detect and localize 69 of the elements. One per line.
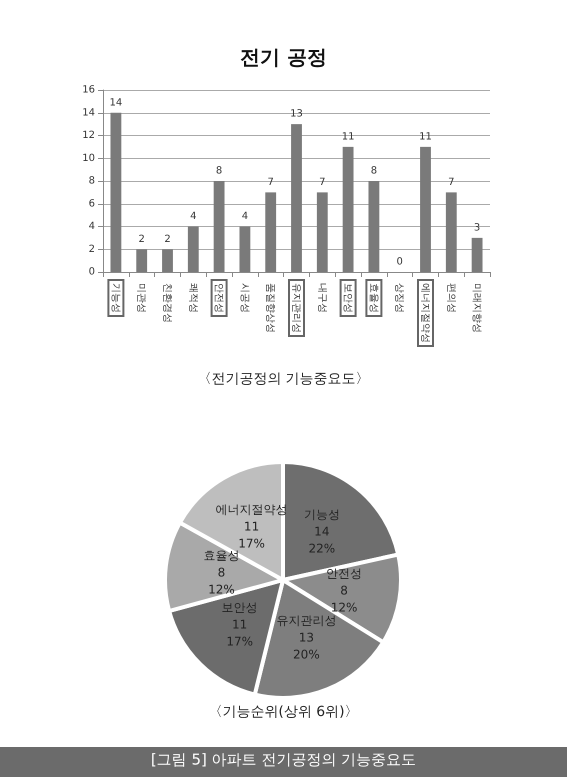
x-tick-label: 시공성 <box>238 283 250 313</box>
y-tick-label: 0 <box>88 266 95 278</box>
x-tick-label: 미래지향성 <box>471 283 482 333</box>
data-label: 7 <box>319 176 326 188</box>
bar <box>188 226 199 272</box>
chart-title: 전기 공정 <box>240 45 327 69</box>
text: [그림 5] 아파트 전기공정의 기능중요도 <box>150 750 416 768</box>
data-label: 14 22% <box>308 524 336 556</box>
text: 〈기능순위(상위 6위)〉 <box>208 704 359 720</box>
slice-label: 효율성 <box>203 548 240 563</box>
data-label: 2 <box>164 234 171 245</box>
bar <box>472 238 483 272</box>
data-label: 7 <box>448 176 454 188</box>
x-tick-label: 편의성 <box>445 283 456 313</box>
x-tick-label: 유지관리성 <box>290 283 302 333</box>
x-tick-label: 기능성 <box>110 283 121 313</box>
bar <box>265 192 276 272</box>
data-label: 11 17% <box>226 617 254 648</box>
y-tick-label: 12 <box>82 130 95 141</box>
data-label: 14 <box>110 97 122 108</box>
y-tick-label: 6 <box>88 198 95 210</box>
x-tick-label: 에너지절약성 <box>420 283 430 343</box>
data-label: 13 <box>290 108 303 120</box>
bar <box>110 112 122 272</box>
data-label: 11 17% <box>238 520 265 551</box>
x-tick-label: 상징성 <box>394 283 405 313</box>
y-tick-label: 2 <box>88 244 95 255</box>
y-tick-label: 16 <box>82 84 95 96</box>
x-tick-label: 품질향상성 <box>264 283 276 333</box>
x-tick-label: 미관성 <box>136 283 147 313</box>
data-label: 7 <box>268 176 274 188</box>
bar <box>291 124 302 272</box>
slice-label: 기능성 <box>304 508 340 522</box>
data-label: 0 <box>396 256 403 268</box>
bar <box>316 192 328 272</box>
data-label: 11 <box>342 131 354 142</box>
slice-label: 보안성 <box>222 600 258 614</box>
x-tick-label: 보안성 <box>342 283 354 313</box>
y-tick-label: 14 <box>82 107 95 118</box>
bar <box>368 181 380 272</box>
x-tick-label: 친환경성 <box>162 283 172 323</box>
bar <box>239 226 250 272</box>
data-label: 8 12% <box>208 566 235 597</box>
bar <box>342 146 354 272</box>
bar <box>162 249 173 272</box>
x-tick-label: 내구성 <box>316 283 328 313</box>
data-label: 8 12% <box>330 583 358 614</box>
y-tick-label: 8 <box>88 176 95 186</box>
text: 〈전기공정의 기능중요도〉 <box>197 371 370 387</box>
x-tick-label: 쾌적성 <box>187 283 198 313</box>
data-label: 2 <box>138 234 145 245</box>
y-tick-label: 10 <box>82 152 95 164</box>
data-label: 4 <box>242 211 248 222</box>
bar <box>136 249 148 272</box>
y-tick-label: 4 <box>88 221 95 232</box>
slice-label: 에너지절약성 <box>216 502 288 517</box>
slice-label: 유지관리성 <box>276 613 336 628</box>
bar <box>214 181 225 272</box>
bar <box>420 146 431 272</box>
data-label: 4 <box>190 211 196 222</box>
data-label: 13 20% <box>293 630 320 662</box>
bar <box>446 192 457 272</box>
data-label: 3 <box>474 222 480 234</box>
data-label: 11 <box>419 131 432 142</box>
x-tick-label: 안전성 <box>213 283 224 313</box>
x-tick-label: 효율성 <box>368 283 379 313</box>
slice-label: 안전성 <box>326 566 362 580</box>
data-label: 8 <box>370 166 378 176</box>
data-label: 8 <box>216 166 222 176</box>
